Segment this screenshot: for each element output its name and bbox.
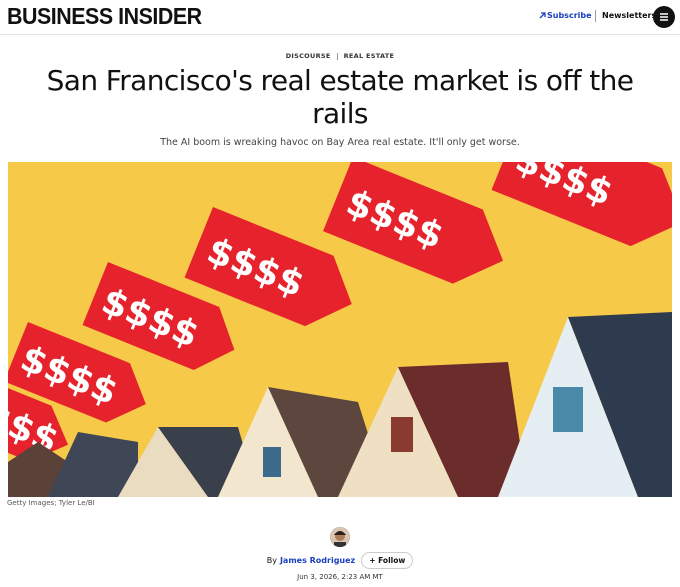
houses bbox=[8, 312, 672, 497]
logo[interactable]: BUSINESS INSIDER bbox=[7, 3, 202, 29]
byline-by: By bbox=[266, 556, 277, 565]
price-tag: $$$$ bbox=[491, 162, 672, 247]
hero-image: $$$$ $$$$ $$$$ $$$$ $$$$ $$$$ bbox=[8, 162, 672, 497]
publish-date: Jun 3, 2026, 2:23 AM MT bbox=[297, 573, 383, 581]
headline: San Francisco's real estate market is of… bbox=[46, 64, 634, 130]
author-avatar[interactable] bbox=[330, 527, 350, 547]
subscribe-icon bbox=[539, 12, 546, 19]
newsletters-link[interactable]: Newsletters bbox=[602, 11, 657, 20]
menu-icon bbox=[660, 13, 668, 21]
separator bbox=[595, 10, 596, 22]
subscribe-link[interactable]: Subscribe bbox=[547, 11, 592, 20]
follow-button[interactable]: + Follow bbox=[361, 552, 414, 569]
byline: By James Rodriguez + Follow bbox=[0, 552, 680, 569]
article-tags: DISCOURSE REAL ESTATE bbox=[0, 52, 680, 60]
tag-link[interactable]: REAL ESTATE bbox=[343, 52, 395, 60]
price-tag: $$$$ bbox=[323, 162, 504, 284]
menu-button[interactable] bbox=[653, 6, 675, 28]
tag-link[interactable]: DISCOURSE bbox=[285, 52, 331, 60]
subheadline: The AI boom is wreaking havoc on Bay Are… bbox=[160, 137, 520, 148]
price-tag: $$$$ bbox=[8, 322, 146, 423]
image-caption: Getty Images; Tyler Le/BI bbox=[7, 499, 95, 507]
header: BUSINESS INSIDER Subscribe Newsletters bbox=[0, 0, 680, 35]
avatar-face bbox=[330, 527, 350, 547]
author-link[interactable]: James Rodriguez bbox=[279, 556, 356, 565]
